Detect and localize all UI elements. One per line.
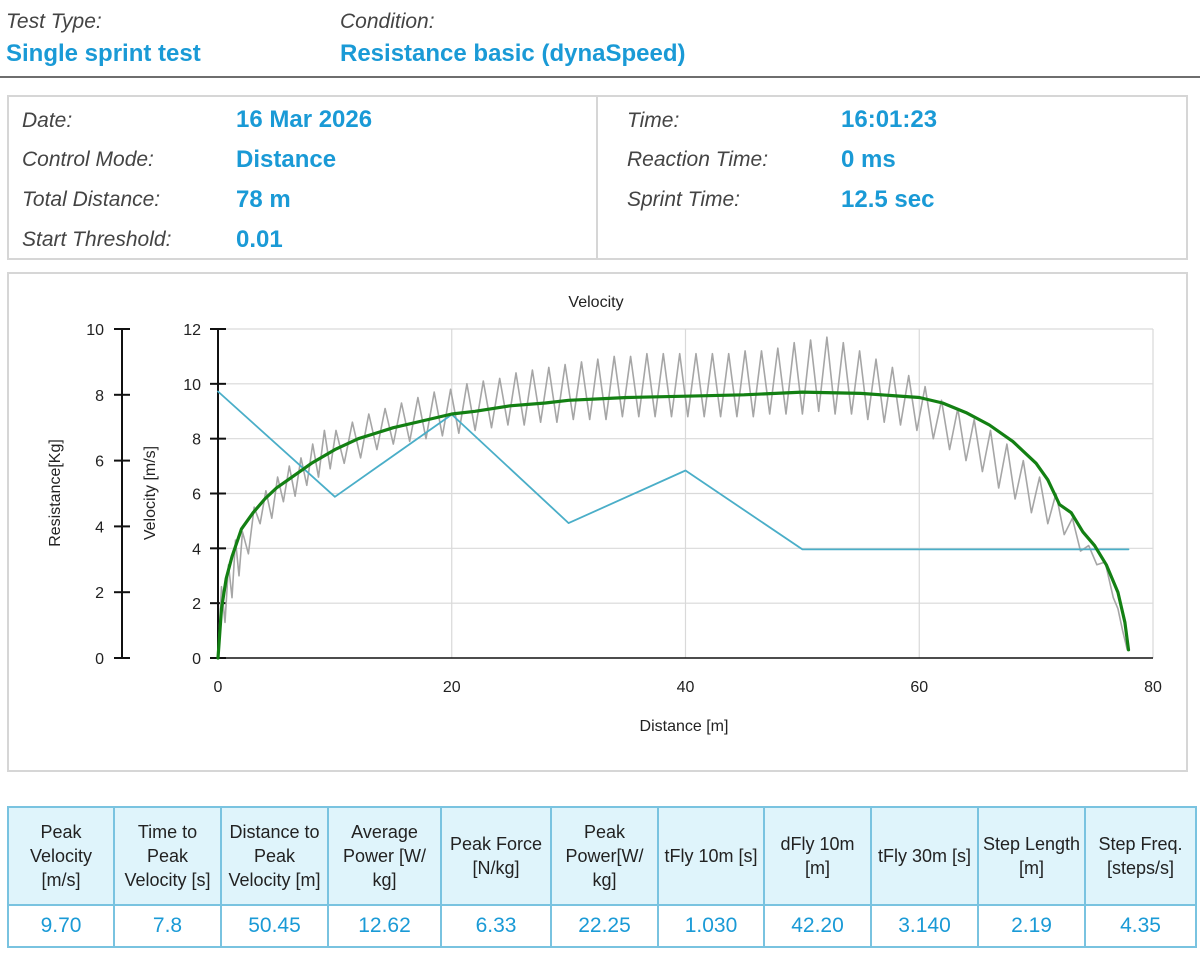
control-mode-value: Distance bbox=[236, 146, 337, 173]
stats-header-cell: Peak Force [N/kg] bbox=[440, 806, 552, 906]
reaction-time-label: Reaction Time: bbox=[627, 148, 769, 171]
stats-header-row: Peak Velocity [m/s] Time to Peak Velocit… bbox=[7, 806, 1197, 906]
stats-table: Peak Velocity [m/s] Time to Peak Velocit… bbox=[7, 806, 1197, 948]
info-divider bbox=[596, 95, 598, 260]
condition-label: Condition: bbox=[340, 10, 435, 33]
stats-value-row: 9.70 7.8 50.45 12.62 6.33 22.25 1.030 42… bbox=[7, 904, 1197, 948]
date-value: 16 Mar 2026 bbox=[236, 106, 373, 133]
control-mode-label: Control Mode: bbox=[22, 148, 154, 171]
time-value: 16:01:23 bbox=[841, 106, 938, 133]
test-type-label: Test Type: bbox=[6, 10, 102, 33]
stats-value-cell: 3.140 bbox=[870, 904, 979, 948]
stats-header-cell: tFly 10m [s] bbox=[657, 806, 765, 906]
test-type-value: Single sprint test bbox=[6, 40, 201, 67]
stats-header-cell: Peak Power[W/ kg] bbox=[550, 806, 659, 906]
total-distance-value: 78 m bbox=[236, 186, 291, 213]
stats-value-cell: 1.030 bbox=[657, 904, 765, 948]
stats-header-cell: Step Length [m] bbox=[977, 806, 1086, 906]
sprint-time-label: Sprint Time: bbox=[627, 188, 741, 211]
stats-value-cell: 22.25 bbox=[550, 904, 659, 948]
sprint-time-value: 12.5 sec bbox=[841, 186, 935, 213]
date-label: Date: bbox=[22, 109, 73, 132]
stats-value-cell: 42.20 bbox=[763, 904, 872, 948]
stats-header-cell: Time to Peak Velocity [s] bbox=[113, 806, 222, 906]
stats-value-cell: 12.62 bbox=[327, 904, 442, 948]
stats-header-cell: Step Freq. [steps/s] bbox=[1084, 806, 1197, 906]
total-distance-label: Total Distance: bbox=[22, 188, 161, 211]
condition-value: Resistance basic (dynaSpeed) bbox=[340, 40, 686, 67]
test-header: Test Type: Single sprint test Condition:… bbox=[0, 0, 1200, 78]
stats-value-cell: 9.70 bbox=[7, 904, 115, 948]
stats-value-cell: 2.19 bbox=[977, 904, 1086, 948]
stats-value-cell: 4.35 bbox=[1084, 904, 1197, 948]
start-threshold-label: Start Threshold: bbox=[22, 228, 172, 251]
stats-header-cell: Average Power [W/ kg] bbox=[327, 806, 442, 906]
chart-panel bbox=[7, 272, 1188, 772]
stats-value-cell: 7.8 bbox=[113, 904, 222, 948]
stats-value-cell: 6.33 bbox=[440, 904, 552, 948]
stats-value-cell: 50.45 bbox=[220, 904, 329, 948]
stats-header-cell: Peak Velocity [m/s] bbox=[7, 806, 115, 906]
stats-header-cell: tFly 30m [s] bbox=[870, 806, 979, 906]
time-label: Time: bbox=[627, 109, 680, 132]
start-threshold-value: 0.01 bbox=[236, 226, 283, 253]
reaction-time-value: 0 ms bbox=[841, 146, 896, 173]
stats-header-cell: Distance to Peak Velocity [m] bbox=[220, 806, 329, 906]
stats-header-cell: dFly 10m [m] bbox=[763, 806, 872, 906]
